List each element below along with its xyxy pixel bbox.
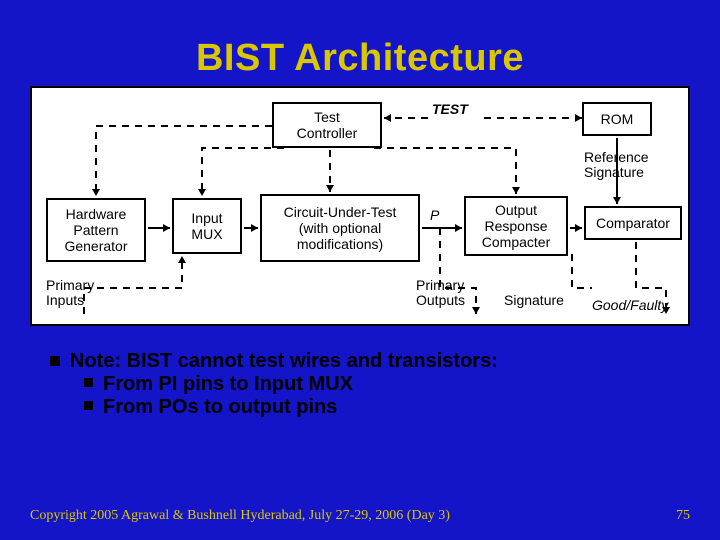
diagram-box-imux: InputMUX [172, 198, 242, 254]
diagram-box-rom: ROM [582, 102, 652, 136]
diagram-arrow-11 [84, 256, 182, 314]
note-bullet-sub1: From PI pins to Input MUX [84, 373, 670, 396]
bullet-square-icon [84, 378, 93, 387]
diagram-label-pi: PrimaryInputs [46, 278, 94, 309]
diagram-arrow-3 [202, 148, 284, 196]
footer-right: 75 [676, 508, 690, 524]
diagram-box-cut: Circuit-Under-Test(with optionalmodifica… [260, 194, 420, 262]
note-bullet-sub2: From POs to output pins [84, 396, 670, 419]
slide-title: BIST Architecture [0, 37, 720, 80]
diagram-arrow-2 [96, 126, 272, 196]
bullet-sub1-text: From PI pins to Input MUX [103, 373, 353, 396]
note-bullet-main: Note: BIST cannot test wires and transis… [50, 350, 670, 373]
diagram-box-orc: OutputResponseCompacter [464, 196, 568, 256]
diagram-arrow-5 [374, 148, 516, 194]
diagram-label-sig: Signature [504, 293, 564, 308]
diagram-arrow-13 [572, 254, 592, 288]
diagram-label-refsig: ReferenceSignature [584, 150, 649, 181]
diagram-label-gf: Good/Faulty [592, 298, 668, 313]
bullet-sub2-text: From POs to output pins [103, 396, 337, 419]
slide-notes: Note: BIST cannot test wires and transis… [50, 350, 670, 419]
diagram-label-po: PrimaryOutputs [416, 278, 465, 309]
slide: BIST Architecture TestController ROM Hardw… [0, 0, 720, 540]
architecture-diagram: TestController ROM HardwarePatternGenerato… [30, 86, 690, 326]
diagram-label-p: P [430, 208, 439, 223]
slide-footer: Copyright 2005 Agrawal & Bushnell Hydera… [30, 508, 690, 524]
bullet-square-icon [84, 401, 93, 410]
footer-left: Copyright 2005 Agrawal & Bushnell Hydera… [30, 508, 450, 524]
diagram-box-testctrl: TestController [272, 102, 382, 148]
diagram-label-test: TEST [432, 102, 468, 117]
bullet-main-text: Note: BIST cannot test wires and transis… [70, 350, 498, 373]
bullet-square-icon [50, 356, 60, 366]
diagram-box-comp: Comparator [584, 206, 682, 240]
diagram-box-hpg: HardwarePatternGenerator [46, 198, 146, 262]
